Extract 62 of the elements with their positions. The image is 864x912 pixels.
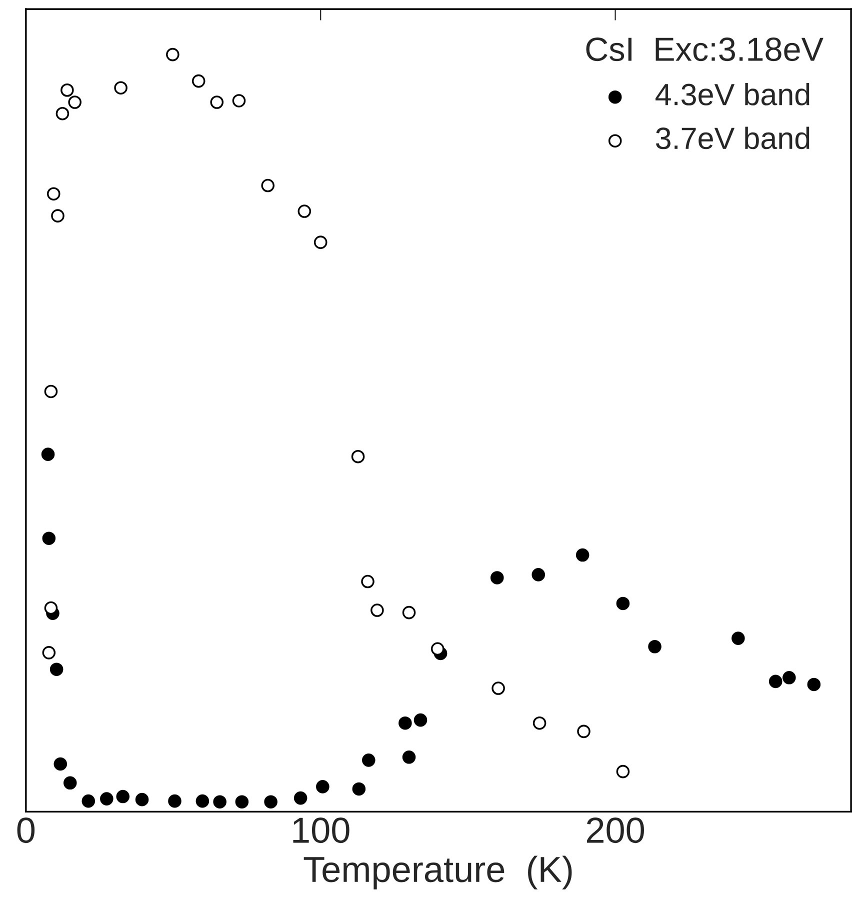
point (316, 780, 330, 794)
legend-title: CsI Exc:3.18eV (586, 38, 824, 62)
point (51, 209, 64, 222)
point (50, 662, 64, 676)
point (63, 776, 77, 790)
point (46, 187, 60, 201)
point (44, 601, 58, 615)
point (213, 795, 226, 808)
x-tick-label: 200 (586, 817, 644, 844)
point (370, 604, 384, 617)
point (166, 48, 180, 62)
point (232, 94, 246, 108)
point (68, 96, 82, 109)
point (116, 790, 130, 804)
point (430, 642, 444, 656)
point (196, 794, 210, 808)
point (648, 640, 662, 654)
point (82, 794, 96, 808)
point (264, 795, 278, 808)
point (492, 682, 505, 695)
point (44, 384, 58, 398)
point (135, 792, 149, 806)
point (261, 178, 274, 192)
point (60, 83, 74, 97)
point (100, 792, 114, 806)
point (532, 716, 546, 730)
point (54, 757, 68, 771)
point (402, 750, 416, 764)
point (732, 632, 745, 645)
x-tick-label: 0 (17, 817, 35, 844)
point (414, 713, 428, 727)
point (490, 571, 504, 584)
point (532, 568, 546, 582)
x-tick-label: 100 (293, 817, 350, 844)
point (768, 674, 782, 688)
point (298, 204, 312, 218)
point (210, 96, 224, 109)
point (294, 791, 308, 805)
point (56, 106, 70, 120)
x-axis-title: Temperature (K) (304, 856, 572, 890)
point (807, 678, 821, 692)
point (114, 81, 128, 95)
point (42, 646, 56, 660)
point (782, 671, 796, 684)
point (362, 754, 376, 767)
point (168, 794, 182, 808)
point (361, 574, 374, 588)
point (576, 548, 590, 562)
legend-label: 4.3eV band (656, 82, 810, 106)
point (616, 596, 630, 610)
point (616, 764, 630, 778)
point (577, 724, 590, 738)
legend-label: 3.7eV band (656, 126, 810, 150)
point (41, 448, 55, 461)
point (351, 450, 365, 464)
point (352, 782, 366, 796)
point (42, 532, 56, 545)
point (235, 795, 249, 808)
point (192, 74, 206, 88)
point (398, 716, 412, 730)
point (402, 606, 416, 620)
point (314, 236, 328, 249)
